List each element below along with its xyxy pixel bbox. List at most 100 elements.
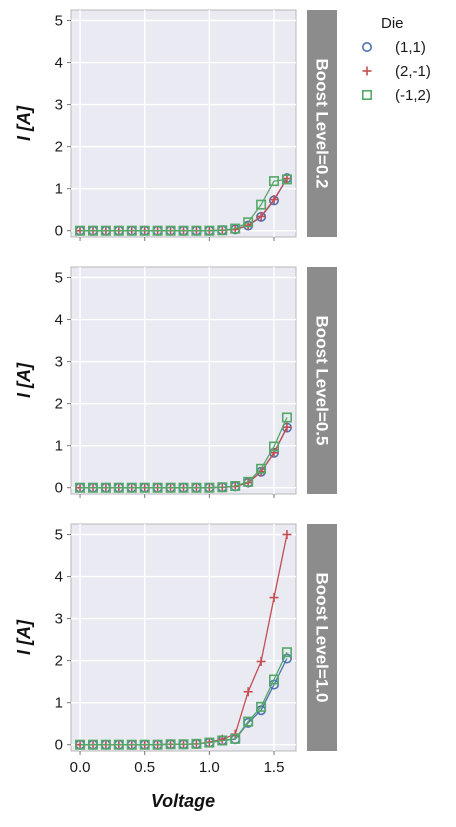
data-point	[152, 739, 163, 750]
legend-entry: (2,-1)	[362, 63, 431, 80]
y-tick-label: 3	[55, 97, 63, 114]
facet-panels: 0 1 2 3 4 5 I [A] Boost Level=0.2 0 1 2 3 4 5 I [A] Boo…	[14, 9, 337, 755]
data-point	[100, 482, 111, 493]
data-point	[100, 225, 111, 236]
data-point	[100, 739, 111, 750]
data-point	[113, 482, 124, 493]
data-point	[230, 733, 241, 744]
series-(-1,2)	[75, 647, 292, 750]
y-tick-label: 3	[55, 354, 63, 371]
data-point	[165, 225, 176, 236]
data-point	[243, 687, 253, 697]
data-point	[87, 739, 98, 750]
legend-label: (2,-1)	[395, 63, 431, 80]
data-point	[243, 716, 254, 727]
data-point	[256, 656, 266, 666]
data-point	[165, 482, 176, 493]
facet-strip	[307, 10, 337, 237]
data-point	[126, 482, 137, 493]
data-point	[191, 738, 202, 749]
data-point	[139, 739, 150, 750]
y-tick-label: 2	[55, 139, 63, 156]
facet-panel: 0 1 2 3 4 5 I [A] Boost Level=0.5	[14, 266, 337, 498]
data-point	[269, 176, 280, 187]
y-tick-label: 0	[55, 480, 63, 497]
facet-panel: 0 1 2 3 4 5 I [A] Boost Level=1.0	[14, 523, 337, 755]
data-point	[152, 482, 163, 493]
legend-marker	[361, 90, 372, 101]
data-point	[191, 225, 202, 236]
x-tick-label: 1.5	[264, 759, 285, 776]
legend: Die (1,1) (2,-1) (-1,2)	[361, 15, 431, 104]
series-(-1,2)	[75, 174, 292, 236]
y-tick-label: 0	[55, 737, 63, 754]
data-point	[269, 195, 279, 205]
data-point	[87, 482, 98, 493]
facet-strip-label: Boost Level=0.5	[313, 316, 332, 446]
data-point	[256, 199, 267, 210]
data-point	[269, 593, 279, 603]
data-point	[191, 482, 202, 493]
legend-marker	[362, 66, 372, 76]
data-point	[281, 653, 292, 664]
y-tick-label: 4	[55, 55, 63, 72]
data-point	[75, 739, 86, 750]
data-point	[204, 482, 215, 493]
data-point	[269, 674, 280, 685]
data-point	[75, 482, 86, 493]
data-point	[139, 225, 150, 236]
legend-entry: (-1,2)	[361, 87, 431, 104]
facet-strip	[307, 524, 337, 751]
y-tick-label: 4	[55, 312, 63, 329]
legend-label: (1,1)	[395, 39, 426, 56]
x-tick-label: 1.0	[199, 759, 220, 776]
y-tick-label: 1	[55, 438, 63, 455]
data-point	[87, 225, 98, 236]
y-tick-label: 5	[55, 527, 63, 544]
series-(-1,2)	[75, 412, 292, 493]
data-point	[178, 482, 189, 493]
y-tick-label: 5	[55, 13, 63, 30]
y-axis-label: I [A]	[14, 105, 34, 141]
x-axis-label: Voltage	[151, 791, 215, 811]
data-point	[204, 225, 215, 236]
plot-background	[70, 523, 297, 752]
facet-panel: 0 1 2 3 4 5 I [A] Boost Level=0.2	[14, 9, 337, 241]
y-tick-label: 0	[55, 223, 63, 240]
data-point	[178, 225, 189, 236]
plot-background	[70, 9, 297, 238]
legend-title: Die	[381, 15, 404, 32]
y-axis-label: I [A]	[14, 619, 34, 655]
data-point	[152, 225, 163, 236]
data-point	[217, 735, 228, 746]
data-point	[230, 223, 241, 234]
plot-background	[70, 266, 297, 495]
y-tick-label: 2	[55, 653, 63, 670]
data-point	[256, 211, 266, 221]
y-tick-label: 1	[55, 181, 63, 198]
data-point	[204, 737, 215, 748]
data-point	[269, 441, 280, 452]
data-point	[126, 739, 137, 750]
data-point	[256, 463, 267, 474]
legend-marker	[361, 41, 372, 52]
legend-entry: (1,1)	[361, 39, 426, 56]
legend-label: (-1,2)	[395, 87, 431, 104]
data-point	[281, 412, 292, 423]
y-tick-label: 4	[55, 569, 63, 586]
facet-strip-label: Boost Level=1.0	[313, 573, 332, 703]
data-point	[75, 225, 86, 236]
data-point	[281, 647, 292, 658]
x-tick-label: 0.0	[70, 759, 91, 776]
data-point	[217, 482, 228, 493]
data-point	[281, 174, 292, 185]
data-point	[178, 739, 189, 750]
y-tick-label: 3	[55, 611, 63, 628]
data-point	[126, 225, 137, 236]
facet-strip-label: Boost Level=0.2	[313, 59, 332, 189]
data-point	[165, 739, 176, 750]
data-point	[230, 481, 241, 492]
data-point	[113, 739, 124, 750]
y-tick-label: 5	[55, 270, 63, 287]
